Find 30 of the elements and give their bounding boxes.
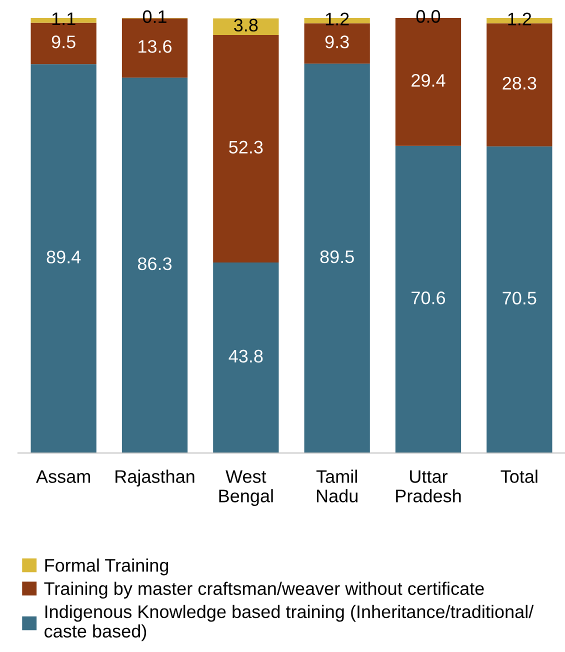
bar bbox=[486, 146, 552, 453]
data-label: 9.3 bbox=[325, 36, 349, 48]
bar bbox=[122, 78, 188, 453]
bar bbox=[30, 64, 96, 453]
data-label: 9.5 bbox=[52, 36, 76, 48]
x-tick-label: Uttar Pradesh bbox=[396, 470, 461, 502]
legend-label: Indigenous Knowledge based training (Inheritance/traditional/ caste based) bbox=[44, 604, 534, 642]
data-label: 70.5 bbox=[502, 292, 536, 305]
legend-label: Formal Training bbox=[45, 558, 168, 576]
data-label: 29.4 bbox=[412, 74, 446, 87]
data-label: 89.4 bbox=[46, 250, 81, 264]
bar bbox=[213, 34, 279, 262]
data-label: 70.6 bbox=[412, 292, 446, 304]
data-label: 86.3 bbox=[138, 257, 172, 270]
data-label: 13.6 bbox=[138, 40, 172, 53]
x-tick-label: Total bbox=[500, 470, 538, 483]
data-label: 43.8 bbox=[228, 350, 263, 363]
x-tick-label: Rajasthan bbox=[116, 470, 194, 486]
x-tick-label: Assam bbox=[36, 470, 90, 483]
legend-label: Training by master craftsman/weaver without certificate bbox=[44, 582, 484, 599]
bar bbox=[213, 18, 279, 35]
bar bbox=[395, 146, 462, 453]
data-label: 3.8 bbox=[234, 18, 258, 32]
bar bbox=[304, 64, 370, 453]
data-label: 52.3 bbox=[229, 140, 263, 154]
data-label: 28.3 bbox=[502, 76, 536, 90]
bar bbox=[213, 262, 279, 453]
x-tick-label: West Bengal bbox=[219, 470, 273, 506]
x-tick-label: Tamil Nadu bbox=[316, 470, 358, 502]
data-label: 89.5 bbox=[320, 250, 354, 264]
